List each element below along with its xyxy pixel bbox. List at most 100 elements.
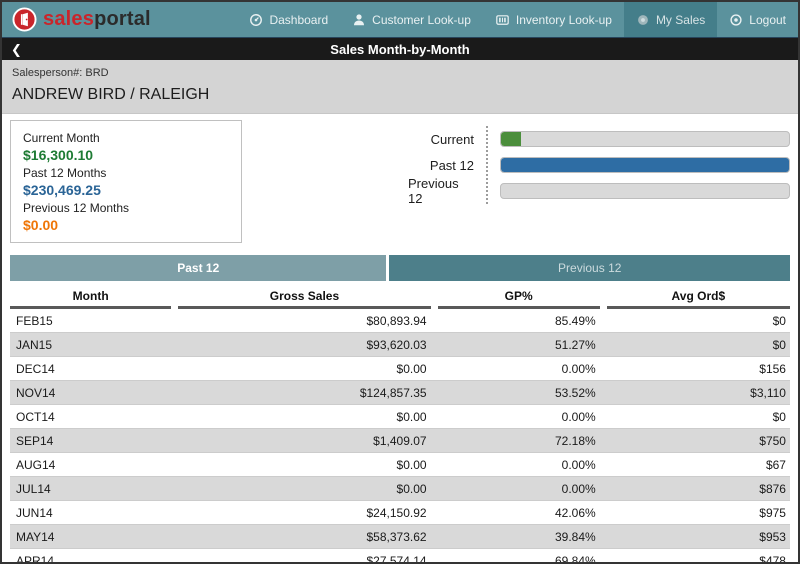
bar-tracks xyxy=(486,126,790,204)
person-icon xyxy=(352,13,366,27)
cell-avg-ord: $3,110 xyxy=(607,381,790,404)
summary-box: Current Month $16,300.10 Past 12 Months … xyxy=(10,120,242,243)
cell-month: AUG14 xyxy=(10,453,171,476)
page-title: Sales Month-by-Month xyxy=(330,42,469,57)
cell-gp-pct: 0.00% xyxy=(438,357,600,380)
nav-item-my-sales[interactable]: My Sales xyxy=(624,2,717,37)
nav-items: Dashboard Customer Look-up Inventory Loo… xyxy=(237,2,798,37)
nav-label: Inventory Look-up xyxy=(516,13,612,27)
cell-month: NOV14 xyxy=(10,381,171,404)
table-row[interactable]: DEC14 $0.00 0.00% $156 xyxy=(10,357,790,381)
column-header-avg-ord: Avg Ord$ xyxy=(607,285,790,309)
cell-gross-sales: $0.00 xyxy=(178,357,430,380)
cell-avg-ord: $0 xyxy=(607,405,790,428)
nav-item-inventory-lookup[interactable]: Inventory Look-up xyxy=(483,2,624,37)
door-logo-icon xyxy=(12,7,37,32)
progress-track-previous-12 xyxy=(500,183,790,199)
cell-avg-ord: $0 xyxy=(607,309,790,332)
summary-label-current-month: Current Month xyxy=(23,131,229,145)
cell-month: JAN15 xyxy=(10,333,171,356)
back-button[interactable]: ❮ xyxy=(11,43,22,56)
table-row[interactable]: NOV14 $124,857.35 53.52% $3,110 xyxy=(10,381,790,405)
cell-avg-ord: $876 xyxy=(607,477,790,500)
cell-month: JUL14 xyxy=(10,477,171,500)
salesperson-band: Salesperson#: BRD ANDREW BIRD / RALEIGH xyxy=(2,60,798,114)
cell-month: MAY14 xyxy=(10,525,171,548)
cell-month: DEC14 xyxy=(10,357,171,380)
table-row[interactable]: MAY14 $58,373.62 39.84% $953 xyxy=(10,525,790,549)
brand-logo[interactable]: salesportal xyxy=(12,7,151,32)
gauge-icon xyxy=(249,13,263,27)
barcode-icon xyxy=(495,13,510,27)
cell-gp-pct: 51.27% xyxy=(438,333,600,356)
summary-value-current-month: $16,300.10 xyxy=(23,147,229,163)
cell-gp-pct: 69.84% xyxy=(438,549,600,564)
bar-label-previous-12: Previous 12 xyxy=(408,178,486,204)
nav-label: Dashboard xyxy=(269,13,328,27)
cell-avg-ord: $0 xyxy=(607,333,790,356)
nav-label: Customer Look-up xyxy=(372,13,471,27)
cell-gp-pct: 72.18% xyxy=(438,429,600,452)
summary-label-previous-12: Previous 12 Months xyxy=(23,201,229,215)
cell-month: APR14 xyxy=(10,549,171,564)
summary-value-previous-12: $0.00 xyxy=(23,217,229,233)
progress-bars: Current Past 12 Previous 12 xyxy=(408,120,790,204)
cell-avg-ord: $156 xyxy=(607,357,790,380)
progress-fill-past-12 xyxy=(501,158,789,172)
table-row[interactable]: FEB15 $80,893.94 85.49% $0 xyxy=(10,309,790,333)
title-bar: ❮ Sales Month-by-Month xyxy=(2,37,798,60)
nav-item-logout[interactable]: Logout xyxy=(717,2,798,37)
cell-gp-pct: 39.84% xyxy=(438,525,600,548)
cell-avg-ord: $67 xyxy=(607,453,790,476)
bar-label-current: Current xyxy=(408,126,486,152)
table-row[interactable]: JUL14 $0.00 0.00% $876 xyxy=(10,477,790,501)
cell-gp-pct: 85.49% xyxy=(438,309,600,332)
cell-gross-sales: $27,574.14 xyxy=(178,549,430,564)
bar-label-past-12: Past 12 xyxy=(408,152,486,178)
period-tabs: Past 12 Previous 12 xyxy=(10,255,790,281)
app-window: salesportal Dashboard Customer Look-up I… xyxy=(0,0,800,564)
tab-past-12[interactable]: Past 12 xyxy=(10,255,386,281)
radio-circle-icon xyxy=(636,13,650,27)
table-row[interactable]: OCT14 $0.00 0.00% $0 xyxy=(10,405,790,429)
cell-gp-pct: 0.00% xyxy=(438,477,600,500)
sales-table-body: FEB15 $80,893.94 85.49% $0 JAN15 $93,620… xyxy=(10,309,790,564)
table-row[interactable]: JAN15 $93,620.03 51.27% $0 xyxy=(10,333,790,357)
table-row[interactable]: APR14 $27,574.14 69.84% $478 xyxy=(10,549,790,564)
table-row[interactable]: SEP14 $1,409.07 72.18% $750 xyxy=(10,429,790,453)
cell-gp-pct: 53.52% xyxy=(438,381,600,404)
table-header: Month Gross Sales GP% Avg Ord$ xyxy=(10,285,790,309)
summary-label-past-12: Past 12 Months xyxy=(23,166,229,180)
table-row[interactable]: JUN14 $24,150.92 42.06% $975 xyxy=(10,501,790,525)
nav-item-customer-lookup[interactable]: Customer Look-up xyxy=(340,2,483,37)
salesperson-number: Salesperson#: BRD xyxy=(12,67,788,79)
power-icon xyxy=(729,13,743,27)
progress-track-current xyxy=(500,131,790,147)
nav-label: Logout xyxy=(749,13,786,27)
cell-gross-sales: $0.00 xyxy=(178,453,430,476)
progress-track-past-12 xyxy=(500,157,790,173)
cell-gp-pct: 0.00% xyxy=(438,453,600,476)
top-nav-bar: salesportal Dashboard Customer Look-up I… xyxy=(2,2,798,37)
cell-avg-ord: $975 xyxy=(607,501,790,524)
cell-month: OCT14 xyxy=(10,405,171,428)
cell-gross-sales: $0.00 xyxy=(178,405,430,428)
tab-previous-12[interactable]: Previous 12 xyxy=(389,255,790,281)
table-row[interactable]: AUG14 $0.00 0.00% $67 xyxy=(10,453,790,477)
cell-month: SEP14 xyxy=(10,429,171,452)
cell-gross-sales: $58,373.62 xyxy=(178,525,430,548)
salesperson-name: ANDREW BIRD / RALEIGH xyxy=(12,86,788,104)
cell-avg-ord: $953 xyxy=(607,525,790,548)
column-header-month: Month xyxy=(10,285,171,309)
nav-item-dashboard[interactable]: Dashboard xyxy=(237,2,340,37)
cell-gp-pct: 0.00% xyxy=(438,405,600,428)
column-header-gp-pct: GP% xyxy=(438,285,600,309)
cell-gross-sales: $24,150.92 xyxy=(178,501,430,524)
bar-labels: Current Past 12 Previous 12 xyxy=(408,126,486,204)
progress-fill-current xyxy=(501,132,521,146)
brand-name: salesportal xyxy=(43,8,151,31)
cell-gross-sales: $80,893.94 xyxy=(178,309,430,332)
cell-gp-pct: 42.06% xyxy=(438,501,600,524)
nav-label: My Sales xyxy=(656,13,705,27)
cell-avg-ord: $750 xyxy=(607,429,790,452)
